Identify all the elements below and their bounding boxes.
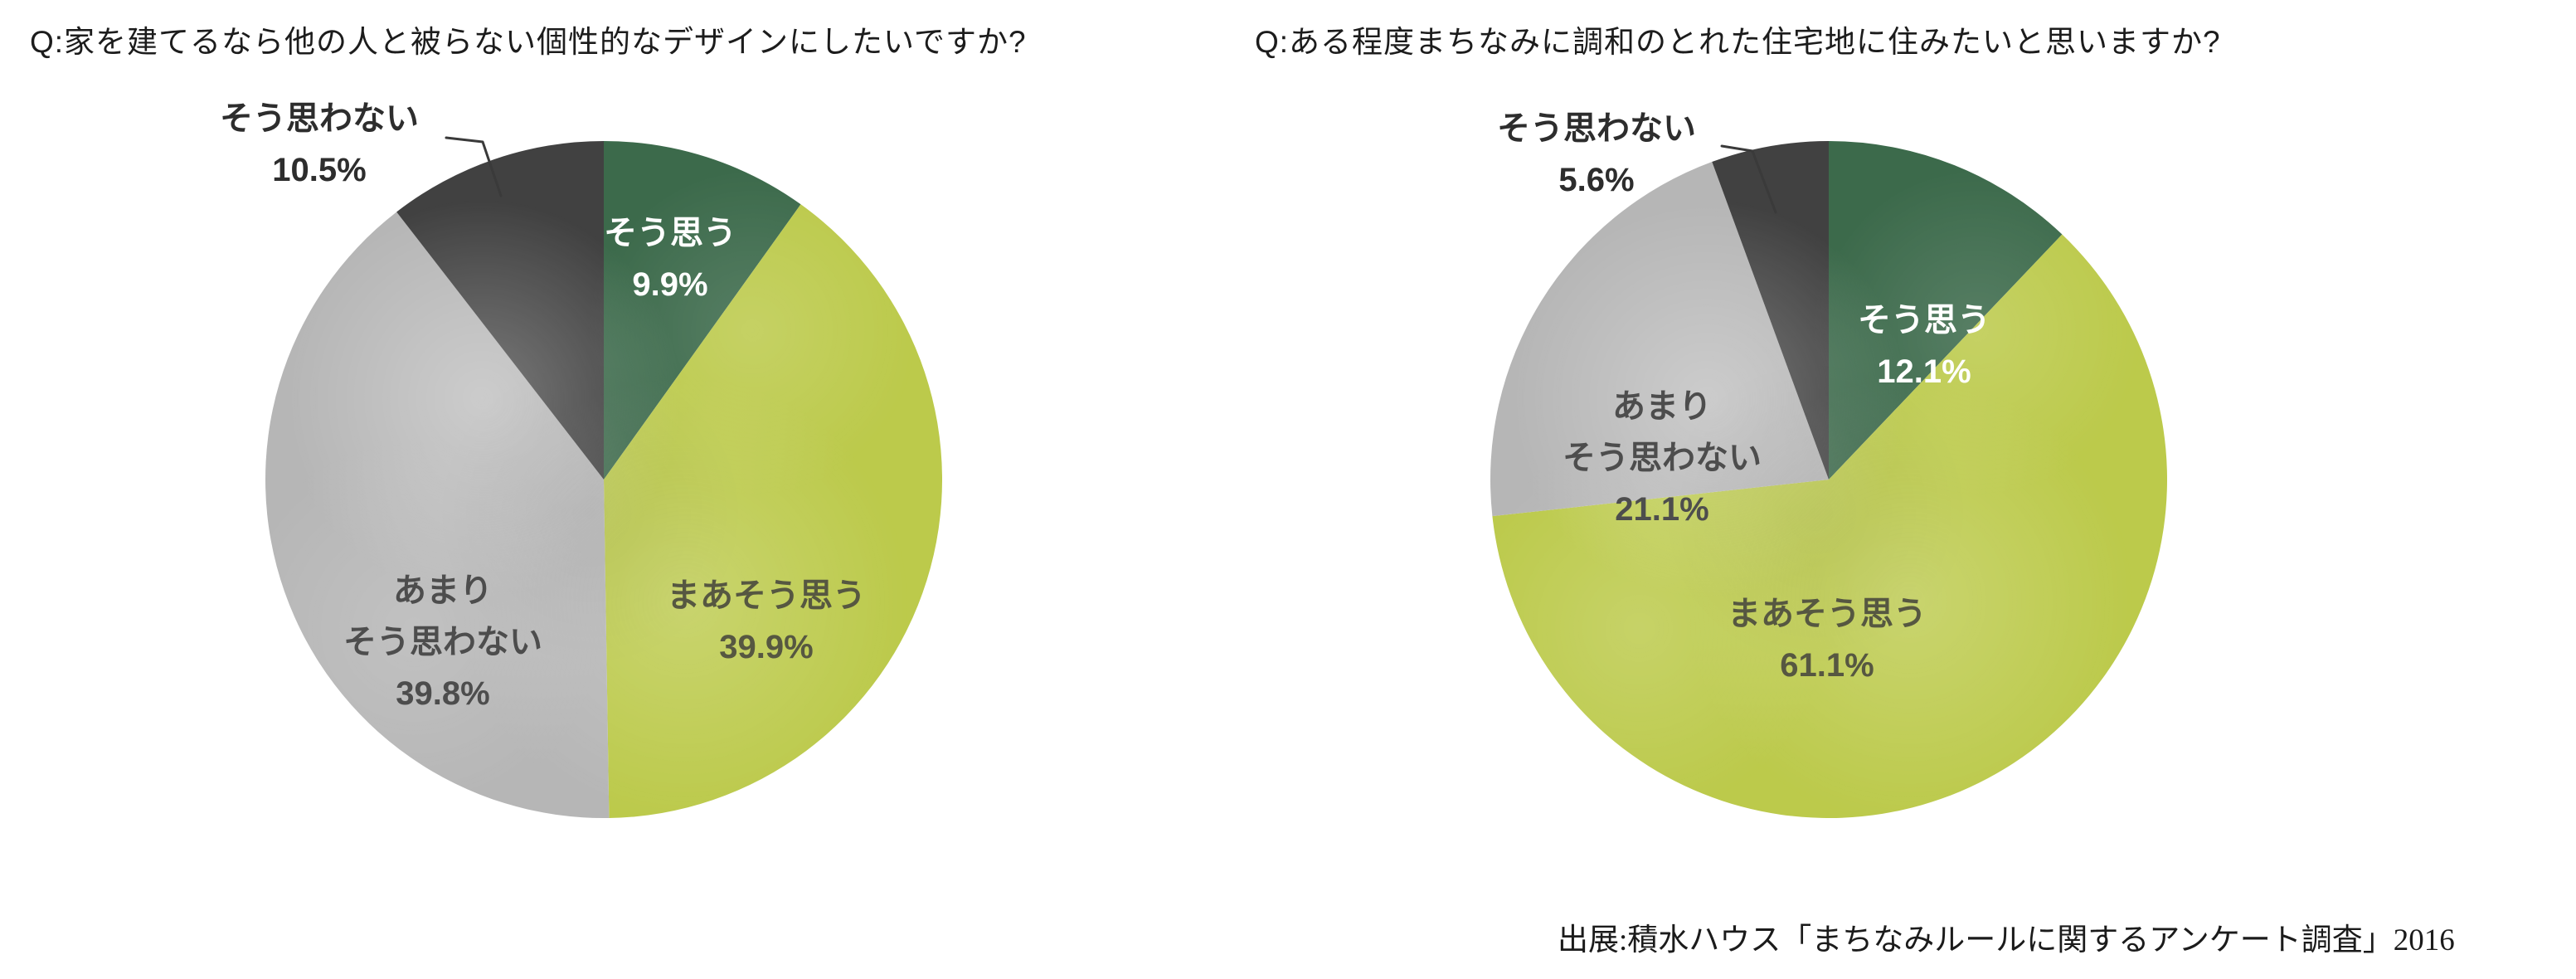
label-value: 39.8%	[396, 675, 490, 712]
label-disagree-right: そう思わない 5.6%	[1497, 103, 1696, 206]
leader-line-left	[445, 136, 503, 197]
label-text: まあそう思う	[667, 577, 866, 614]
label-text: そう思わない	[1563, 440, 1762, 476]
source-note: 出展:積水ハウス「まちなみルールに関するアンケート調査」2016	[1558, 923, 2455, 957]
pie-slice-0	[1829, 141, 2063, 480]
label-somewhat-agree-right: まあそう思う 61.1%	[1728, 588, 1927, 691]
label-text: そう思わない	[1497, 110, 1696, 147]
label-agree-left: そう思う 9.9%	[604, 207, 736, 310]
pie-slice-1	[604, 204, 942, 818]
label-value: 5.6%	[1558, 162, 1635, 198]
label-text: そう思う	[1858, 302, 1990, 339]
label-value: 10.5%	[272, 152, 367, 188]
label-value: 21.1%	[1615, 491, 1709, 528]
pie-slice-0	[604, 141, 801, 480]
pie-slice-2	[1490, 162, 1829, 517]
chart-title-left: Q:家を建てるなら他の人と被らない個性的なデザインにしたいですか?	[30, 25, 1027, 59]
chart-title-right: Q:ある程度まちなみに調和のとれた住宅地に住みたいと思いますか?	[1255, 25, 2221, 59]
pie-slice-2	[265, 212, 610, 818]
pie-slice-3	[396, 141, 604, 480]
label-value: 39.9%	[719, 629, 814, 665]
label-agree-right: そう思う 12.1%	[1858, 295, 1990, 397]
label-text: あまり	[1612, 388, 1712, 425]
label-value: 61.1%	[1780, 647, 1874, 684]
pie-slice-3	[1712, 141, 1829, 480]
label-disagree-left: そう思わない 10.5%	[220, 93, 419, 196]
pie-slices	[1490, 141, 2167, 818]
label-text: そう思う	[604, 215, 736, 251]
label-text: まあそう思う	[1728, 596, 1927, 632]
label-somewhat-disagree-right: あまり そう思わない 21.1%	[1563, 381, 1762, 535]
pie-slices	[265, 141, 942, 818]
pie-slice-1	[1492, 234, 2167, 818]
label-somewhat-disagree-left: あまり そう思わない 39.8%	[343, 565, 542, 719]
label-value: 12.1%	[1877, 353, 1971, 390]
label-somewhat-agree-left: まあそう思う 39.9%	[667, 570, 866, 673]
label-text: そう思わない	[220, 100, 419, 137]
label-text: そう思わない	[343, 624, 542, 660]
leader-line-right	[1720, 144, 1777, 214]
label-value: 9.9%	[632, 266, 708, 303]
label-text: あまり	[393, 572, 493, 609]
